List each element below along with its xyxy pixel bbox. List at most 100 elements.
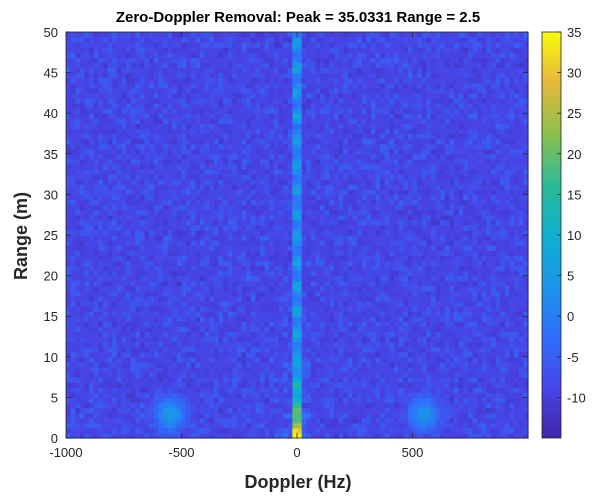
heatmap-cell — [509, 392, 515, 398]
heatmap-cell — [357, 331, 363, 338]
heatmap-cell — [66, 189, 72, 195]
heatmap-cell — [246, 255, 252, 261]
heatmap-cell — [301, 422, 307, 429]
heatmap-cell — [199, 402, 206, 409]
heatmap-cell — [93, 214, 99, 221]
heatmap-cell — [301, 214, 307, 221]
heatmap-cell — [412, 260, 418, 267]
heatmap-cell — [329, 306, 335, 312]
heatmap-cell — [269, 295, 275, 302]
heatmap-cell — [518, 265, 524, 272]
heatmap-cell — [495, 199, 501, 206]
heatmap-cell — [329, 346, 335, 353]
heatmap-cell — [430, 290, 437, 297]
heatmap-cell — [116, 189, 123, 195]
heatmap-cell — [384, 407, 390, 414]
heatmap-cell — [357, 219, 363, 226]
heatmap-cell — [403, 224, 409, 231]
heatmap-cell — [163, 240, 169, 246]
heatmap-cell — [324, 240, 330, 246]
heatmap-cell — [343, 300, 349, 307]
heatmap-cell — [144, 306, 150, 312]
heatmap-cell — [121, 412, 127, 419]
heatmap-cell — [301, 321, 307, 327]
heatmap-cell — [440, 422, 446, 429]
heatmap-cell — [236, 295, 243, 302]
heatmap-cell — [158, 316, 164, 322]
heatmap-cell — [107, 316, 113, 322]
heatmap-cell — [297, 331, 303, 338]
heatmap-cell — [417, 295, 423, 302]
heatmap-cell — [236, 204, 243, 211]
heatmap-cell — [246, 422, 252, 429]
heatmap-cell — [440, 432, 446, 439]
heatmap-cell — [278, 199, 284, 206]
heatmap-cell — [467, 224, 474, 231]
heatmap-cell — [463, 214, 469, 221]
heatmap-cell — [283, 245, 289, 251]
heatmap-cell — [366, 387, 372, 393]
heatmap-cell — [102, 235, 109, 241]
heatmap-cell — [523, 407, 529, 414]
heatmap-cell — [246, 341, 252, 348]
heatmap-cell — [435, 412, 441, 419]
heatmap-cell — [269, 417, 275, 424]
heatmap-cell — [213, 250, 220, 256]
heatmap-cell — [500, 366, 506, 373]
heatmap-cell — [112, 341, 118, 348]
heatmap-cell — [500, 387, 506, 393]
heatmap-cell — [467, 351, 474, 358]
heatmap-cell — [338, 341, 344, 348]
heatmap-cell — [278, 214, 284, 221]
heatmap-cell — [370, 260, 377, 267]
heatmap-cell — [338, 280, 344, 287]
heatmap-cell — [481, 366, 488, 373]
heatmap-cell — [315, 300, 321, 307]
heatmap-cell — [412, 351, 418, 358]
heatmap-cell — [463, 265, 469, 272]
heatmap-cell — [398, 377, 404, 383]
heatmap-cell — [440, 270, 446, 277]
heatmap-cell — [163, 397, 169, 404]
heatmap-cell — [518, 255, 524, 261]
heatmap-cell — [504, 235, 511, 241]
heatmap-cell — [403, 331, 409, 338]
heatmap-cell — [315, 204, 321, 211]
heatmap-cell — [444, 346, 451, 353]
heatmap-cell — [463, 366, 469, 373]
heatmap-cell — [190, 321, 196, 327]
heatmap-cell — [79, 387, 86, 393]
heatmap-cell — [375, 229, 381, 236]
heatmap-cell — [500, 422, 506, 429]
heatmap-cell — [66, 427, 72, 434]
heatmap-cell — [241, 387, 247, 393]
heatmap-cell — [495, 382, 501, 388]
heatmap-cell — [283, 412, 289, 419]
heatmap-cell — [135, 346, 141, 353]
heatmap-cell — [158, 341, 164, 348]
heatmap-cell — [195, 204, 201, 211]
heatmap-cell — [297, 204, 303, 211]
heatmap-cell — [181, 351, 187, 358]
heatmap-cell — [518, 432, 524, 439]
heatmap-cell — [324, 382, 330, 388]
heatmap-cell — [324, 295, 330, 302]
heatmap-cell — [135, 402, 141, 409]
heatmap-cell — [195, 285, 201, 292]
heatmap-cell — [102, 331, 109, 338]
heatmap-cell — [241, 245, 247, 251]
heatmap-cell — [278, 250, 284, 256]
heatmap-cell — [504, 265, 511, 272]
heatmap-cell — [458, 372, 464, 378]
heatmap-cell — [232, 270, 238, 277]
heatmap-cell — [361, 199, 367, 206]
heatmap-cell — [458, 326, 464, 333]
heatmap-cell — [495, 341, 501, 348]
heatmap-cell — [93, 189, 99, 195]
heatmap-cell — [66, 235, 72, 241]
heatmap-cell — [236, 194, 243, 201]
heatmap-cell — [430, 184, 437, 190]
heatmap-cell — [273, 280, 280, 287]
heatmap-cell — [176, 346, 183, 353]
heatmap-cell — [66, 417, 72, 424]
